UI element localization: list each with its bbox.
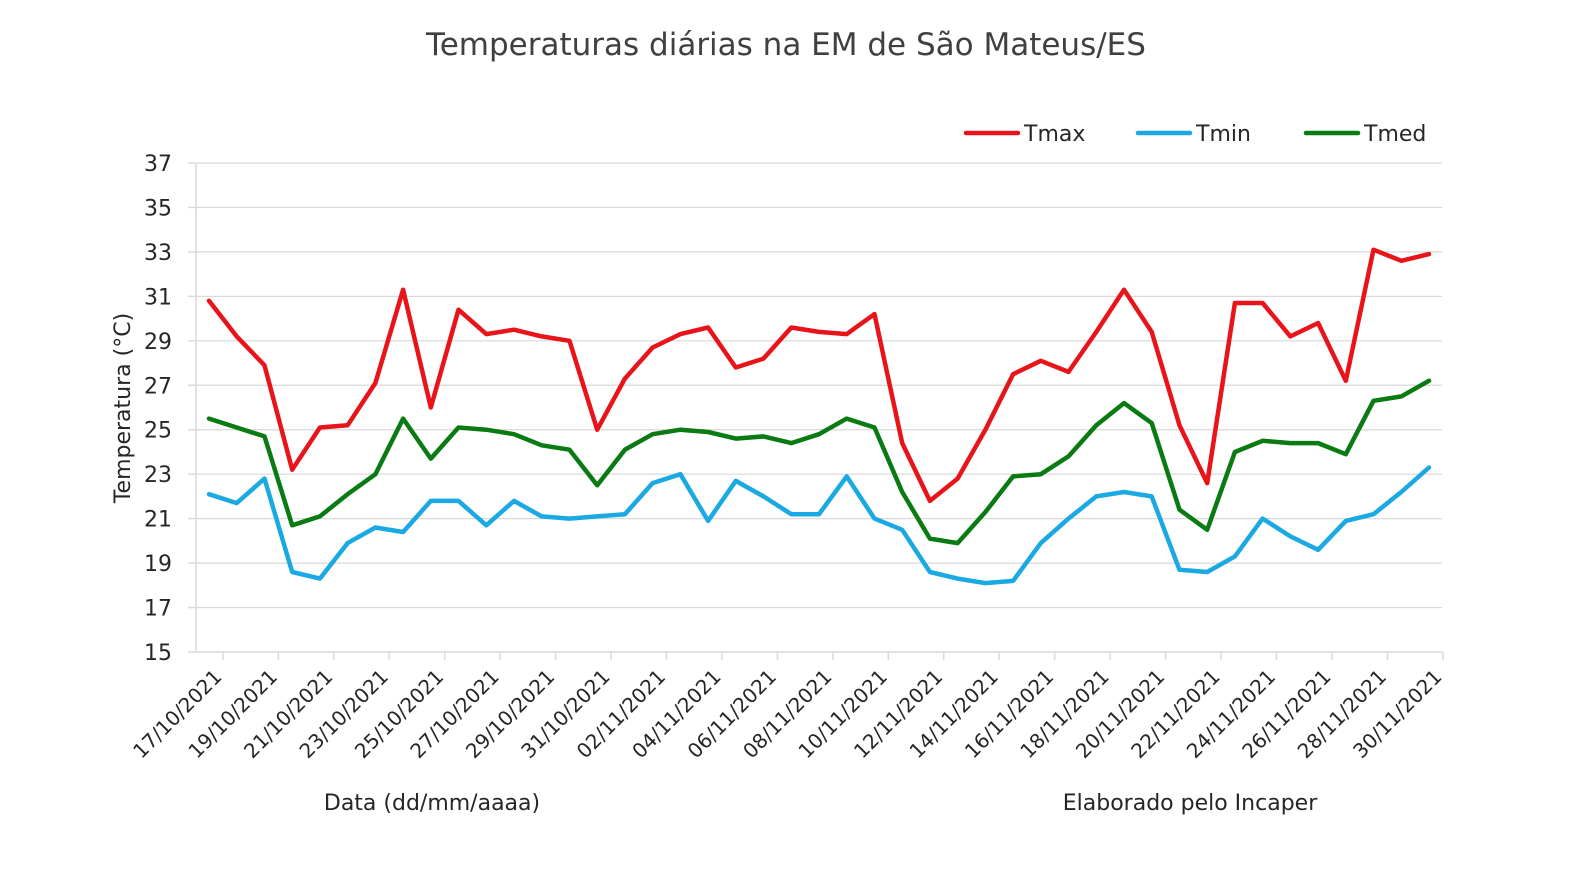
y-tick-label: 29 xyxy=(144,330,172,355)
y-tick-label: 23 xyxy=(144,463,172,488)
gridlines xyxy=(196,162,1442,609)
y-tick-label: 15 xyxy=(144,641,172,666)
legend-label-tmed: Tmed xyxy=(1363,122,1426,147)
legend-label-tmin: Tmin xyxy=(1195,122,1251,147)
y-tick-label: 17 xyxy=(144,597,172,622)
x-tick-labels: 17/10/202119/10/202121/10/202123/10/2021… xyxy=(128,665,1446,763)
y-tick-label: 25 xyxy=(144,419,172,444)
series-line-tmax xyxy=(206,247,1432,504)
y-tick-label: 21 xyxy=(144,508,172,533)
series-line-tmed xyxy=(206,378,1432,546)
y-tick-label: 35 xyxy=(144,196,172,221)
y-tick-label: 19 xyxy=(144,552,172,577)
axes xyxy=(188,162,1444,660)
legend-label-tmax: Tmax xyxy=(1023,122,1085,147)
y-tick-label: 27 xyxy=(144,374,172,399)
series-lines xyxy=(206,247,1432,586)
series-line-tmin xyxy=(206,465,1432,586)
chart-title: Temperaturas diárias na EM de São Mateus… xyxy=(425,27,1146,63)
y-tick-label: 37 xyxy=(144,152,172,177)
x-axis-label: Data (dd/mm/aaaa) xyxy=(324,791,540,816)
y-tick-labels: 15 17 19 21 23 25 27 29 31 33 35 37 xyxy=(144,152,172,666)
source-note: Elaborado pelo Incaper xyxy=(1063,791,1318,816)
y-axis-label: Temperatura (°C) xyxy=(111,313,136,504)
y-tick-label: 31 xyxy=(144,285,172,310)
y-tick-label: 33 xyxy=(144,241,172,266)
legend: Tmax Tmin Tmed xyxy=(963,122,1426,147)
